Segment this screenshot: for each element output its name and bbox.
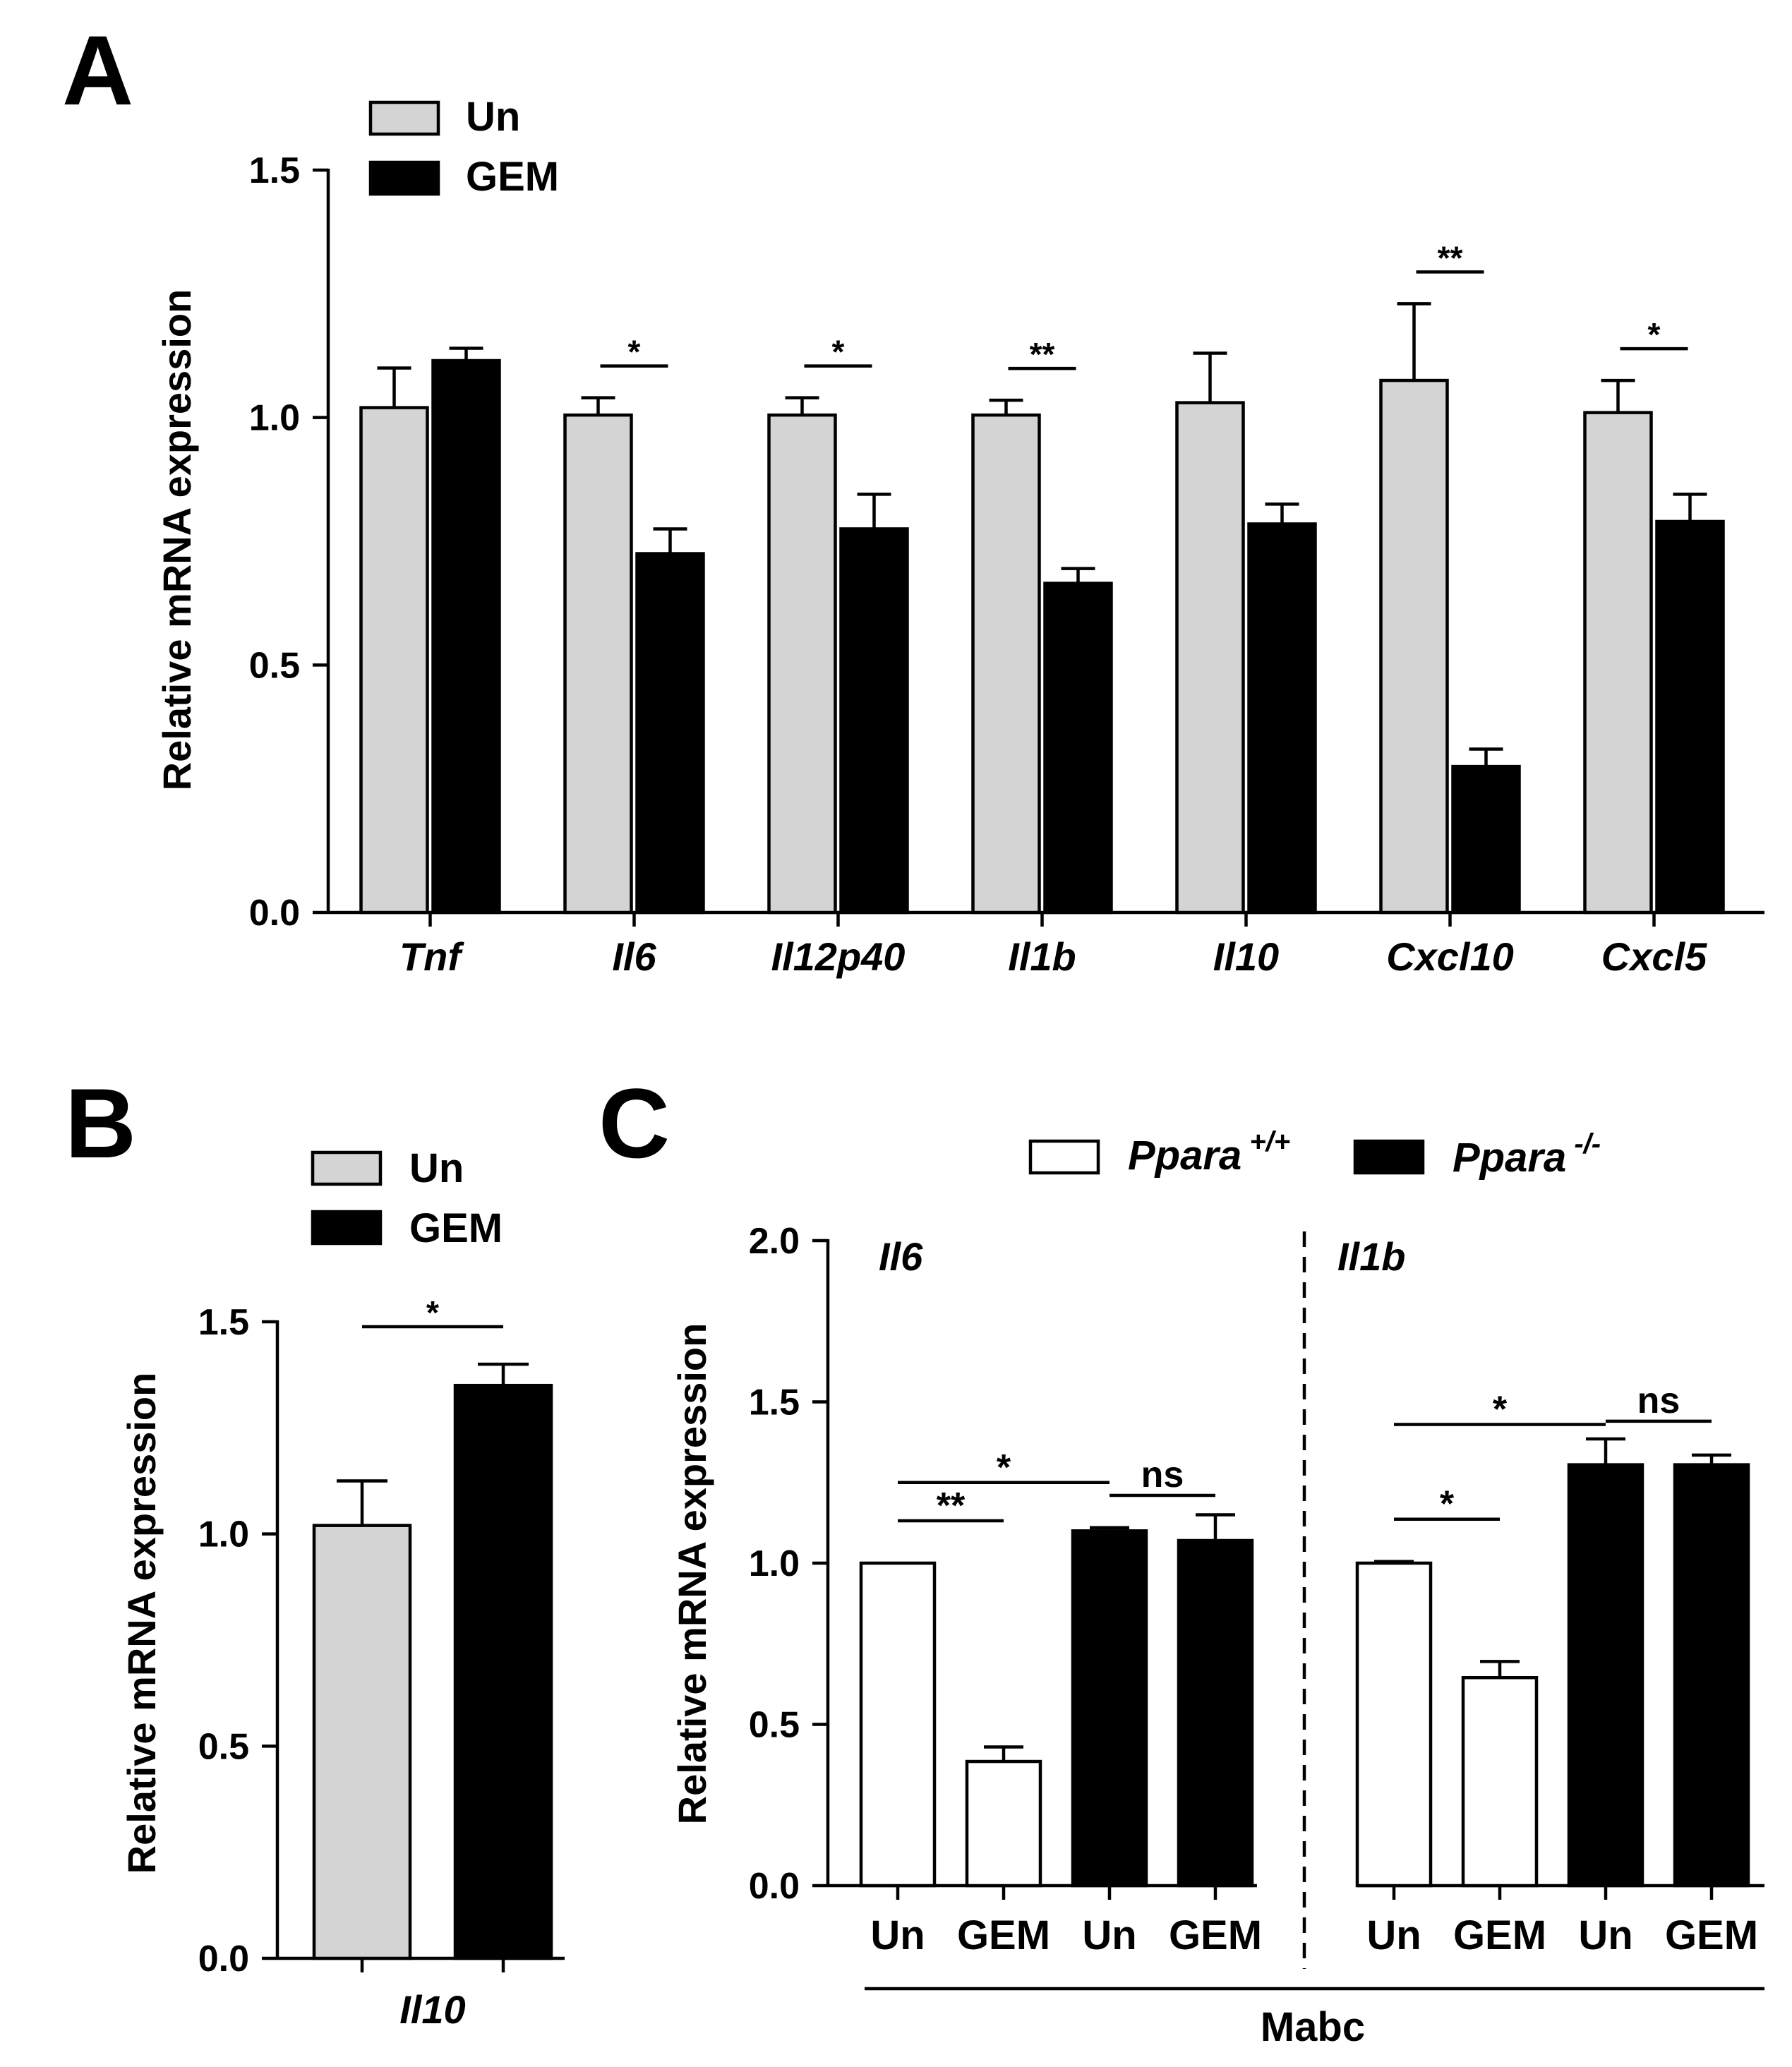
b-significance-label: * (426, 1294, 439, 1331)
a-legend-label-un: Un (466, 94, 520, 140)
a-bar-gem (431, 358, 501, 915)
a-bar-gem (1247, 522, 1317, 915)
a-significance-label: * (832, 334, 845, 370)
panel-label-c: C (599, 1068, 670, 1179)
c-x-tick-label: GEM (957, 1912, 1050, 1958)
c-x-tick-label: Un (870, 1912, 925, 1958)
panel-label-b: B (65, 1068, 136, 1179)
a-bar-gem (1655, 519, 1725, 915)
a-y-tick-label: 1.0 (249, 398, 300, 439)
c-significance-label: ns (1637, 1380, 1680, 1421)
a-legend-swatch-un (368, 100, 440, 136)
c-y-tick-label: 0.0 (749, 1866, 800, 1907)
a-bar-un (1379, 378, 1449, 915)
c-bar (1071, 1529, 1148, 1888)
b-legend-label-un: Un (409, 1145, 464, 1191)
a-bar-gem (1043, 581, 1113, 915)
b-legend-label-gem: GEM (409, 1205, 503, 1251)
b-bar-gem (453, 1383, 553, 1960)
c-x-tick-label: Un (1366, 1912, 1421, 1958)
b-y-axis-title: Relative mRNA expression (119, 1373, 164, 1874)
c-bar (1355, 1561, 1433, 1888)
c-gene-label: Il1b (1337, 1234, 1405, 1279)
a-x-tick-label: Cxcl10 (1386, 934, 1514, 979)
a-bar-gem (1451, 764, 1521, 915)
b-y-tick-label: 1.5 (198, 1302, 249, 1343)
b-y-tick-label: 0.5 (198, 1726, 249, 1767)
c-significance-label: * (1493, 1389, 1508, 1430)
a-significance-label: * (628, 334, 641, 370)
a-x-tick-label: Il1b (1008, 934, 1076, 979)
a-bar-un (563, 413, 633, 915)
c-y-axis-title: Relative mRNA expression (670, 1323, 714, 1825)
a-y-axis-title: Relative mRNA expression (155, 289, 199, 791)
b-legend-swatch-un (311, 1150, 383, 1186)
c-significance-label: ** (937, 1486, 966, 1526)
a-y-tick-label: 0.5 (249, 645, 300, 686)
a-y-tick-label: 1.5 (249, 150, 300, 191)
a-y-tick-label: 0.0 (249, 893, 300, 934)
b-y-tick-label: 0.0 (198, 1939, 249, 1979)
c-legend-label-ko: Ppara -/- (1453, 1128, 1601, 1181)
a-significance-label: ** (1030, 336, 1055, 373)
a-bar-gem (839, 527, 909, 915)
c-x-tick-label: GEM (1453, 1912, 1546, 1958)
b-x-tick-label: Il10 (399, 1987, 465, 2032)
c-legend-label-wt: Ppara +/+ (1128, 1126, 1290, 1179)
a-legend-label-gem: GEM (466, 154, 559, 200)
a-bar-un (359, 406, 429, 915)
a-x-tick-label: Tnf (399, 934, 464, 979)
c-bar (1177, 1538, 1254, 1888)
c-y-tick-label: 2.0 (749, 1221, 800, 1262)
c-bar (965, 1759, 1042, 1888)
a-x-tick-label: Cxcl5 (1601, 934, 1707, 979)
c-significance-label: * (997, 1447, 1011, 1488)
a-x-tick-label: Il10 (1213, 934, 1279, 979)
c-legend-swatch-ko (1353, 1139, 1425, 1175)
c-bar (859, 1561, 937, 1888)
c-x-tick-label: Un (1578, 1912, 1632, 1958)
a-legend-swatch-gem (368, 160, 440, 196)
a-x-tick-label: Il6 (612, 934, 656, 979)
c-y-tick-label: 1.0 (749, 1543, 800, 1584)
c-x-tick-label: GEM (1665, 1912, 1758, 1958)
a-significance-label: ** (1438, 239, 1463, 276)
b-y-tick-label: 1.0 (198, 1514, 249, 1555)
a-bar-un (1583, 411, 1653, 915)
c-group-label: Mabc (1261, 2004, 1365, 2050)
c-y-tick-label: 1.5 (749, 1382, 800, 1423)
c-legend-swatch-wt (1028, 1139, 1100, 1175)
c-x-tick-label: GEM (1169, 1912, 1262, 1958)
a-bar-gem (635, 552, 705, 915)
a-x-tick-label: Il12p40 (771, 934, 906, 979)
c-bar (1567, 1463, 1644, 1888)
a-significance-label: * (1648, 316, 1661, 353)
c-x-tick-label: Un (1082, 1912, 1136, 1958)
c-y-tick-label: 0.5 (749, 1705, 800, 1746)
b-bar-un (312, 1524, 412, 1960)
c-gene-label: Il6 (879, 1234, 923, 1279)
a-bar-un (1175, 401, 1245, 915)
c-bar (1673, 1463, 1750, 1888)
a-bar-un (971, 413, 1041, 915)
a-bar-un (767, 413, 837, 915)
c-significance-label: * (1440, 1484, 1455, 1525)
c-significance-label: ns (1141, 1454, 1184, 1495)
panel-label-a: A (62, 15, 133, 126)
c-bar (1461, 1675, 1539, 1888)
b-legend-swatch-gem (311, 1210, 383, 1246)
